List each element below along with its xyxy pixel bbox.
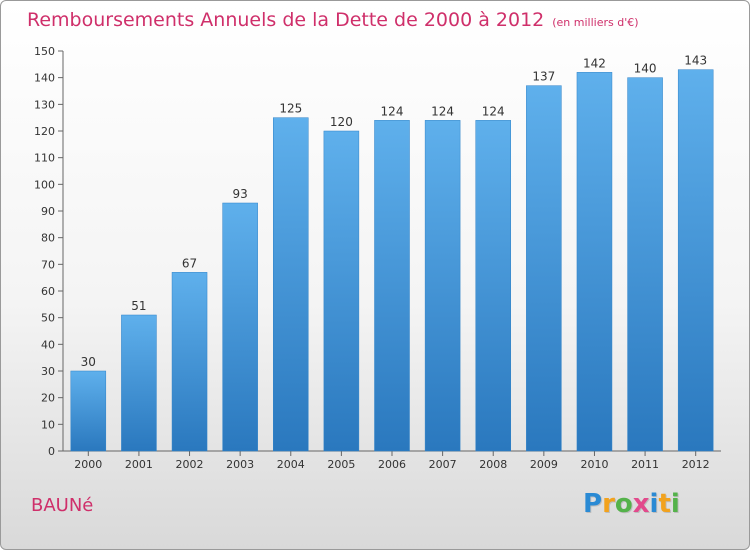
logo-letter: i xyxy=(670,489,680,519)
data-label-2012: 143 xyxy=(684,54,707,68)
y-tick-label: 140 xyxy=(34,72,55,85)
y-tick-label: 90 xyxy=(41,205,55,218)
x-tick-label-2001: 2001 xyxy=(125,458,153,471)
y-tick-label: 30 xyxy=(41,365,55,378)
logo-letter: r xyxy=(602,489,615,519)
data-label-2008: 124 xyxy=(482,104,505,118)
logo-letter: x xyxy=(632,489,650,519)
y-tick-label: 80 xyxy=(41,232,55,245)
y-tick-label: 130 xyxy=(34,98,55,111)
data-labels: 30 51 67 93 125 120 124 124 124 137 142 140 143 xyxy=(81,54,707,369)
x-tick-label-2006: 2006 xyxy=(378,458,406,471)
bar-2011 xyxy=(627,77,663,452)
x-tick-label-2000: 2000 xyxy=(74,458,102,471)
bar-2004 xyxy=(273,117,309,452)
data-label-2000: 30 xyxy=(81,355,96,369)
data-label-2006: 124 xyxy=(381,104,404,118)
data-label-2010: 142 xyxy=(583,56,606,70)
bar-2009 xyxy=(526,85,562,452)
bar-2003 xyxy=(222,202,258,452)
y-tick-label: 40 xyxy=(41,338,55,351)
y-tick-label: 10 xyxy=(41,418,55,431)
data-label-2003: 93 xyxy=(233,187,248,201)
data-label-2001: 51 xyxy=(131,299,146,313)
chart-title: Remboursements Annuels de la Dette de 20… xyxy=(27,9,639,31)
logo-letter: i xyxy=(649,489,659,519)
x-tick-label-2011: 2011 xyxy=(631,458,659,471)
bar-2008 xyxy=(475,120,511,452)
y-tick-label: 50 xyxy=(41,312,55,325)
logo-letter: P xyxy=(583,489,603,519)
x-tick-label-2003: 2003 xyxy=(226,458,254,471)
place-name: BAUNé xyxy=(31,495,94,516)
bars xyxy=(70,69,714,452)
bar-2007 xyxy=(424,120,461,452)
bar-2000 xyxy=(70,370,107,452)
bar-2010 xyxy=(576,72,613,452)
y-tick-label: 150 xyxy=(34,45,55,58)
y-tick-label: 60 xyxy=(41,285,55,298)
x-tick-label-2008: 2008 xyxy=(479,458,507,471)
x-tick-label-2002: 2002 xyxy=(176,458,204,471)
logo-letter: o xyxy=(614,489,633,519)
y-tick-label: 70 xyxy=(41,258,55,271)
bar-2002 xyxy=(171,272,208,452)
bar-2005 xyxy=(323,130,360,452)
data-label-2005: 120 xyxy=(330,115,353,129)
chart-subtitle: (en milliers d'€) xyxy=(552,16,639,29)
data-label-2011: 140 xyxy=(634,62,657,76)
data-label-2004: 125 xyxy=(279,102,302,116)
data-label-2009: 137 xyxy=(532,70,555,84)
x-tick-label-2009: 2009 xyxy=(530,458,558,471)
y-tick-label: 20 xyxy=(41,392,55,405)
x-tick-label-2012: 2012 xyxy=(682,458,710,471)
y-tick-label: 110 xyxy=(34,152,55,165)
data-label-2007: 124 xyxy=(431,104,454,118)
data-label-2002: 67 xyxy=(182,256,197,270)
y-tick-label: 100 xyxy=(34,178,55,191)
y-tick-label: 0 xyxy=(48,445,55,458)
proxiti-logo: Proxiti xyxy=(583,489,680,519)
bar-2012 xyxy=(677,69,714,452)
x-tick-label-2005: 2005 xyxy=(327,458,355,471)
x-tick-label-2010: 2010 xyxy=(580,458,608,471)
logo-letter: t xyxy=(658,489,671,519)
y-tick-label: 120 xyxy=(34,125,55,138)
x-tick-label-2007: 2007 xyxy=(429,458,457,471)
bar-2006 xyxy=(374,120,410,452)
bar-2001 xyxy=(121,314,157,452)
x-tick-label-2004: 2004 xyxy=(277,458,305,471)
